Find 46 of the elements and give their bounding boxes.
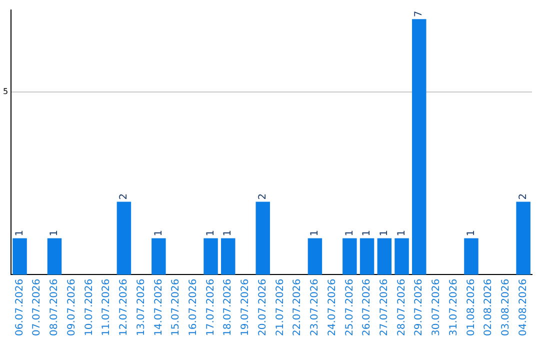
x-tick-label: 31.07.2026 xyxy=(448,278,460,336)
x-tick-label: 26.07.2026 xyxy=(362,278,373,336)
x-tick-label: 29.07.2026 xyxy=(414,278,425,336)
x-tick-label: 24.07.2026 xyxy=(326,278,338,336)
data-label: 1 xyxy=(14,230,26,236)
data-label: 1 xyxy=(362,230,373,236)
x-tick-label: 23.07.2026 xyxy=(310,278,321,336)
x-tick-label: 27.07.2026 xyxy=(379,278,390,336)
data-label: 1 xyxy=(344,230,356,236)
data-label: 1 xyxy=(466,230,477,236)
x-tick-label: 03.08.2026 xyxy=(500,278,512,336)
x-tick-label: 14.07.2026 xyxy=(153,278,164,336)
x-tick-label: 16.07.2026 xyxy=(188,278,199,336)
data-label: 1 xyxy=(310,230,321,236)
data-label: 2 xyxy=(257,193,268,200)
data-label: 7 xyxy=(414,10,425,18)
x-tick-label: 06.07.2026 xyxy=(14,278,26,336)
x-tick-label: 11.07.2026 xyxy=(101,278,112,336)
x-tick-label: 30.07.2026 xyxy=(431,278,442,336)
x-tick-label: 13.07.2026 xyxy=(136,278,147,336)
data-label: 1 xyxy=(379,230,390,236)
x-tick-label: 18.07.2026 xyxy=(222,278,234,336)
x-tick-label: 20.07.2026 xyxy=(257,278,268,336)
x-tick-label: 07.07.2026 xyxy=(32,278,43,336)
x-tick-label: 04.08.2026 xyxy=(518,278,529,336)
x-tick-label: 08.07.2026 xyxy=(49,278,60,336)
x-tick-label: 21.07.2026 xyxy=(274,278,286,336)
y-tick-label: 5 xyxy=(2,87,8,96)
x-tick-label: 28.07.2026 xyxy=(396,278,408,336)
x-tick-label: 10.07.2026 xyxy=(84,278,95,336)
data-label: 1 xyxy=(49,230,60,236)
data-label: 1 xyxy=(222,230,234,236)
data-label: 2 xyxy=(118,193,130,200)
data-label: 1 xyxy=(205,230,216,236)
x-tick-label: 25.07.2026 xyxy=(344,278,356,336)
x-tick-label: 09.07.2026 xyxy=(66,278,78,336)
x-tick-label: 22.07.2026 xyxy=(292,278,304,336)
x-tick-label: 01.08.2026 xyxy=(466,278,477,336)
x-tick-label: 15.07.2026 xyxy=(170,278,182,336)
data-label: 2 xyxy=(518,193,529,200)
x-tick-label: 17.07.2026 xyxy=(205,278,216,336)
x-tick-label: 12.07.2026 xyxy=(118,278,130,336)
data-label: 1 xyxy=(396,230,408,236)
x-tick-label: 02.08.2026 xyxy=(483,278,494,336)
x-tick-label: 19.07.2026 xyxy=(240,278,252,336)
data-label: 1 xyxy=(153,230,164,236)
